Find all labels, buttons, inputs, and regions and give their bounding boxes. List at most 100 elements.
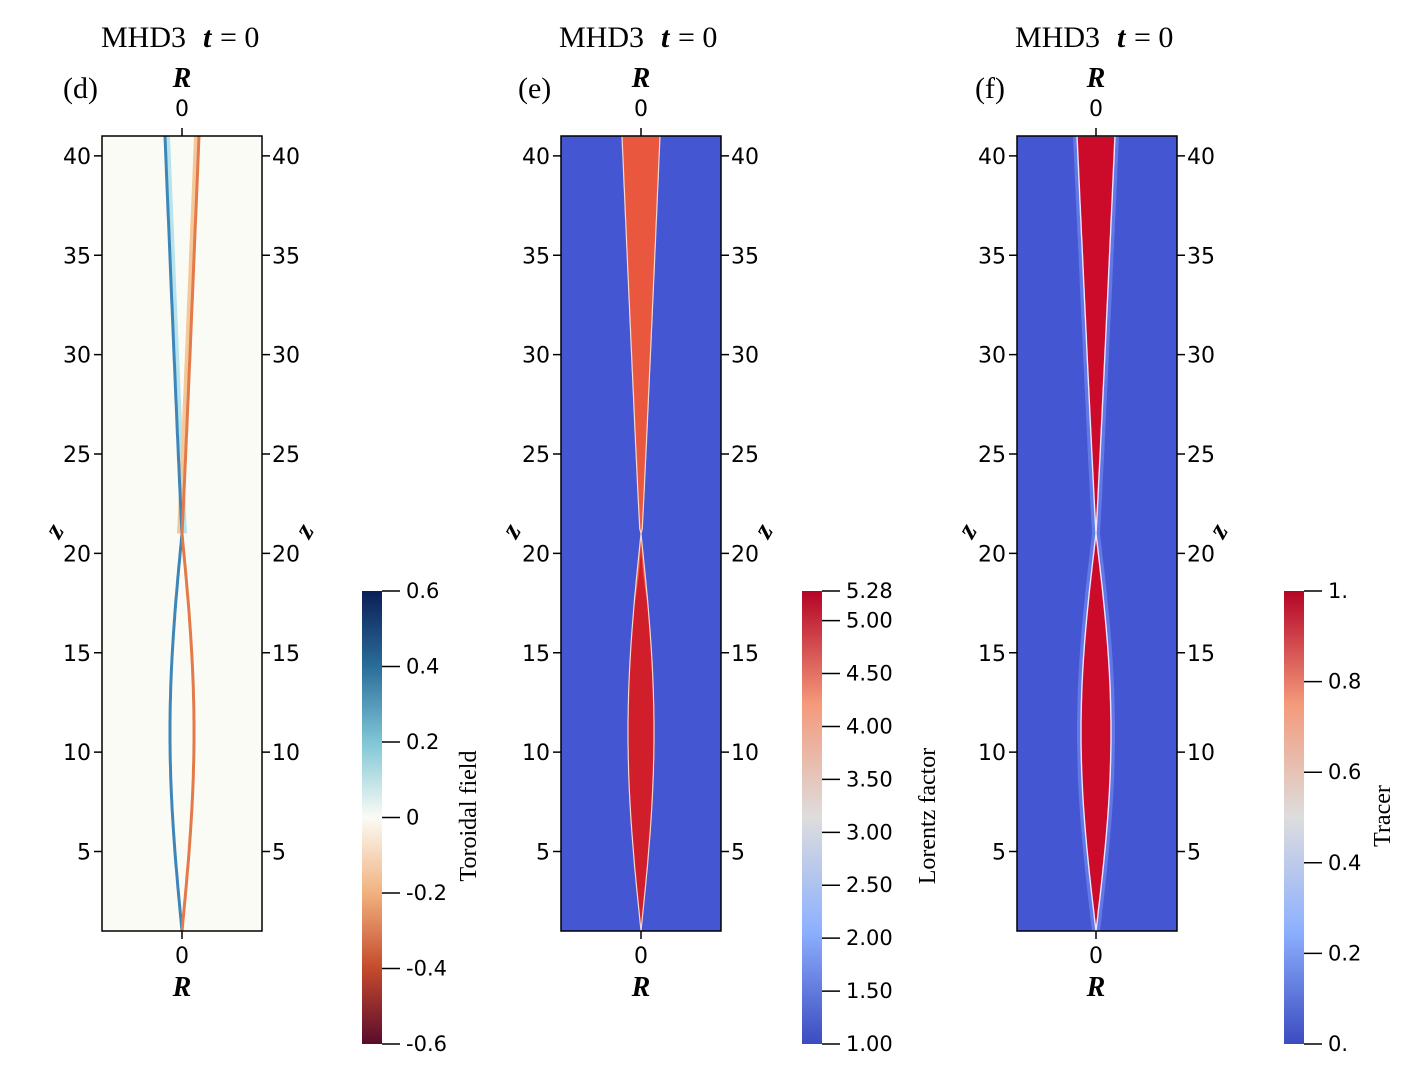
panel-e-title-suffix: = 0 (678, 21, 717, 54)
panel-e-bottom-xtick: 0 (634, 944, 648, 969)
panel-d-right-ylabel: z (288, 518, 321, 544)
panel-e-left-ylabel: z (495, 518, 528, 544)
panel-d-top-xtick: 0 (175, 97, 189, 122)
ytick-label-right: 20 (272, 542, 300, 567)
panel-e-right-ylabel: z (747, 518, 780, 544)
ytick-label-left: 15 (522, 642, 550, 667)
colorbar-tick-label: 0.4 (406, 655, 439, 679)
ytick-label-left: 10 (63, 741, 91, 766)
ytick-label-right: 40 (1187, 145, 1215, 170)
colorbar-tick-label: 1. (1328, 579, 1348, 603)
ytick-label-right: 25 (1187, 443, 1215, 468)
ytick-label-right: 10 (272, 741, 300, 766)
panel-e-colorbar-ticks: 5.28 5.00 4.50 4.00 3.50 3.00 2.50 2.00 1.50 1.00 (822, 579, 893, 1056)
colorbar-tick-label: 1.00 (846, 1032, 893, 1056)
ytick-label-right: 10 (731, 741, 759, 766)
panel-e-upper-jet (622, 136, 660, 613)
panel-f-right-ylabel: z (1202, 518, 1235, 544)
panel-e-colorbar-label: Lorentz factor (915, 748, 941, 885)
ytick-label-left: 40 (978, 145, 1006, 170)
colorbar-tick-label: -0.6 (406, 1032, 447, 1056)
colorbar-tick-label: 3.50 (846, 767, 893, 791)
ytick-label-left: 40 (522, 145, 550, 170)
panel-d: MHD3 t = 0 (d) R 0 0 R 5 10 15 20 25 30 35 40 5… (38, 21, 482, 1056)
panel-f-label: (f) (975, 72, 1005, 105)
ytick-label-right: 5 (1187, 841, 1201, 866)
colorbar-tick-label: 0.8 (1328, 670, 1361, 694)
colorbar-tick-label: 2.00 (846, 926, 893, 950)
colorbar-tick-label: 0.6 (406, 579, 439, 603)
ytick-label-right: 20 (731, 542, 759, 567)
panel-d-title-prefix: MHD3 (101, 21, 186, 54)
ytick-label-left: 30 (63, 344, 91, 369)
ytick-label-right: 15 (1187, 642, 1215, 667)
panel-d-bottom-xtick: 0 (175, 944, 189, 969)
colorbar-tick-label: 4.00 (846, 714, 893, 738)
ytick-label-right: 15 (731, 642, 759, 667)
panel-e-title-prefix: MHD3 (559, 21, 644, 54)
colorbar-tick-label: 5.00 (846, 609, 893, 633)
panel-e: MHD3 t = 0 (e) R 0 0 R 5 10 15 20 25 30 35 40 5… (495, 21, 941, 1056)
ytick-label-left: 35 (522, 244, 550, 269)
panel-d-left-ylabel: z (38, 518, 71, 544)
ytick-label-right: 5 (272, 841, 286, 866)
ytick-label-left: 10 (522, 741, 550, 766)
panel-e-colorbar: 5.28 5.00 4.50 4.00 3.50 3.00 2.50 2.00 1.50 1.00… (802, 579, 941, 1056)
ytick-label-right: 30 (272, 344, 300, 369)
ytick-label-left: 15 (63, 642, 91, 667)
panel-d-colorbar-gradient (362, 591, 382, 1044)
panel-d-heatmap (101, 128, 263, 939)
ytick-label-right: 20 (1187, 542, 1215, 567)
ytick-label-right: 35 (272, 244, 300, 269)
ytick-label-right: 25 (731, 443, 759, 468)
panel-d-right-yaxis: 5 10 15 20 25 30 35 40 (262, 145, 300, 866)
ytick-label-left: 20 (978, 542, 1006, 567)
panel-e-colorbar-gradient (802, 591, 822, 1044)
ytick-label-right: 35 (1187, 244, 1215, 269)
ytick-label-left: 20 (522, 542, 550, 567)
panel-f-bottom-xtick: 0 (1089, 944, 1103, 969)
colorbar-tick-label: 0 (406, 806, 419, 830)
panel-f: MHD3 t = 0 (f) R 0 0 R 5 10 15 20 25 30 35 40 5… (951, 21, 1396, 1056)
ytick-label-left: 30 (978, 344, 1006, 369)
colorbar-tick-label: 3.00 (846, 820, 893, 844)
panel-f-colorbar-ticks: 1. 0.8 0.6 0.4 0.2 0. (1304, 579, 1361, 1056)
panel-e-left-yaxis: 5 10 15 20 25 30 35 40 (522, 145, 561, 866)
colorbar-tick-label: 0.2 (406, 730, 439, 754)
panel-e-label: (e) (518, 72, 551, 105)
colorbar-tick-label: 0. (1328, 1032, 1348, 1056)
colorbar-tick-label: 0.4 (1328, 851, 1361, 875)
panel-e-right-yaxis: 5 10 15 20 25 30 35 40 (721, 145, 759, 866)
panel-f-top-xlabel: R (1086, 63, 1106, 94)
colorbar-tick-label: -0.2 (406, 881, 447, 905)
ytick-label-left: 35 (63, 244, 91, 269)
ytick-label-left: 40 (63, 145, 91, 170)
ytick-label-left: 5 (992, 841, 1006, 866)
colorbar-tick-label: 0.6 (1328, 760, 1361, 784)
colorbar-tick-label: 5.28 (846, 579, 893, 603)
panel-f-colorbar-gradient (1284, 591, 1304, 1044)
ytick-label-right: 5 (731, 841, 745, 866)
panel-d-top-xlabel: R (172, 63, 192, 94)
ytick-label-left: 30 (522, 344, 550, 369)
ytick-label-right: 25 (272, 443, 300, 468)
panel-e-bottom-xlabel: R (631, 972, 651, 1003)
ytick-label-left: 25 (63, 443, 91, 468)
panel-f-left-yaxis: 5 10 15 20 25 30 35 40 (978, 145, 1017, 866)
panel-f-left-ylabel: z (951, 518, 984, 544)
ytick-label-right: 35 (731, 244, 759, 269)
ytick-label-left: 25 (522, 443, 550, 468)
colorbar-tick-label: 4.50 (846, 662, 893, 686)
panel-d-label: (d) (63, 72, 98, 105)
panel-f-title-var: t (1117, 21, 1127, 54)
ytick-label-left: 5 (536, 841, 550, 866)
ytick-label-right: 30 (1187, 344, 1215, 369)
panel-d-left-yaxis: 5 10 15 20 25 30 35 40 (63, 145, 102, 866)
panel-e-lower-jet (627, 533, 655, 931)
panel-f-title-prefix: MHD3 (1015, 21, 1100, 54)
ytick-label-left: 35 (978, 244, 1006, 269)
panel-d-positive-sheath (180, 135, 201, 932)
ytick-label-left: 20 (63, 542, 91, 567)
panel-e-top-xtick: 0 (634, 97, 648, 122)
